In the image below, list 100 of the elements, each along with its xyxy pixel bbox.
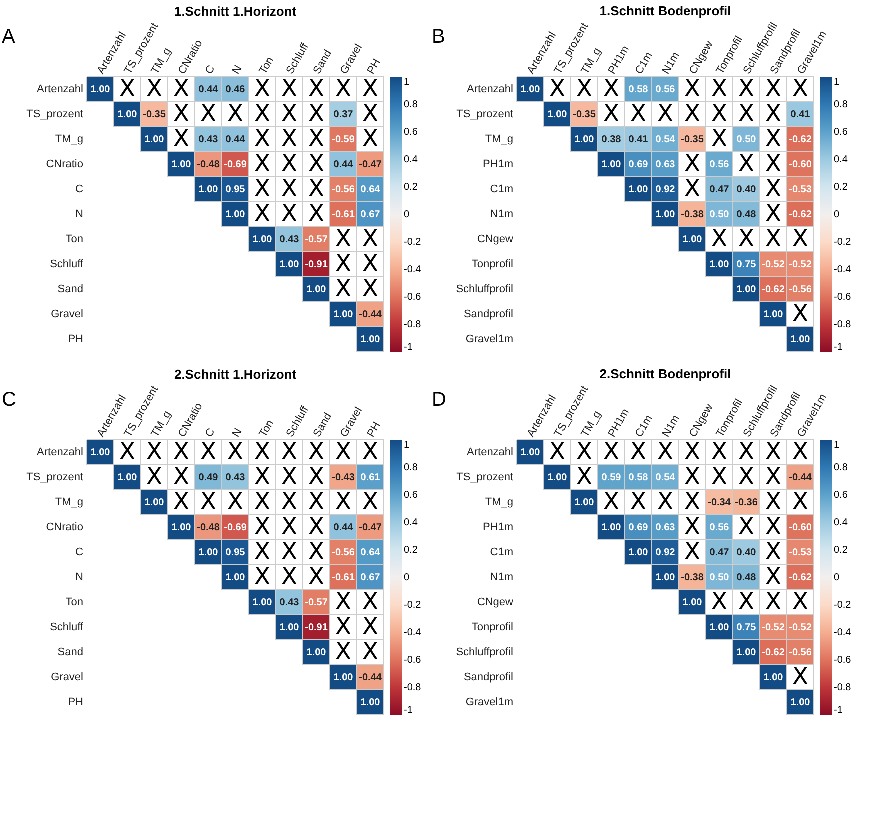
data-label: -0.43 — [332, 472, 356, 484]
text: X — [200, 100, 217, 128]
data-label: 0.49 — [198, 472, 219, 484]
data-label: 1.00 — [764, 672, 784, 684]
color-bar-label: 1 — [404, 440, 410, 451]
y-tick-label: PH — [68, 334, 84, 346]
text: X — [549, 438, 566, 466]
y-tick-label: N — [76, 208, 84, 220]
y-tick-label: Sandprofil — [464, 308, 514, 320]
data-label: 1.00 — [790, 698, 811, 708]
data-label: 0.75 — [736, 260, 757, 270]
text: X — [684, 74, 701, 102]
data-label: -0.47 — [359, 522, 382, 534]
data-label: 0.50 — [710, 210, 730, 220]
color-bar-label: 1 — [404, 77, 410, 88]
data-label: -0.53 — [789, 548, 812, 558]
color-bar-label: 0.4 — [404, 518, 418, 528]
text: X — [281, 438, 298, 466]
text: X — [335, 588, 352, 616]
text: X — [603, 488, 620, 516]
data-label: -0.62 — [789, 210, 812, 220]
color-bar-label: 0.4 — [834, 518, 848, 528]
data-label: 0.64 — [360, 184, 381, 196]
x-tick-label: C — [203, 64, 218, 76]
text: X — [630, 438, 647, 466]
color-bar-label: 0.2 — [404, 182, 418, 193]
data-label: 0.95 — [226, 548, 246, 558]
color-bar-label: -0.8 — [404, 682, 422, 694]
text: X — [792, 224, 809, 252]
data-label: 0.48 — [736, 210, 757, 220]
data-label: 1.00 — [520, 448, 541, 458]
data-label: 0.43 — [198, 134, 219, 146]
text: X — [765, 488, 782, 516]
color-bar-label: 0 — [834, 572, 840, 584]
chart-title: 1.Schnitt 1.Horizont — [174, 4, 298, 19]
data-label: 0.75 — [736, 622, 757, 634]
data-label: 0.67 — [360, 210, 381, 220]
text: X — [281, 562, 298, 590]
text: X — [765, 438, 782, 466]
text: X — [738, 438, 755, 466]
text: X — [549, 74, 566, 102]
text: X — [335, 488, 352, 516]
data-label: -0.62 — [789, 134, 812, 146]
data-label: -0.52 — [762, 622, 786, 634]
data-label: 1.00 — [656, 572, 676, 584]
y-tick-label: Schluffprofil — [456, 646, 514, 658]
data-label: 1.00 — [172, 522, 192, 534]
text: X — [335, 250, 352, 278]
text: X — [308, 200, 325, 228]
color-bar-label: 0.8 — [404, 462, 418, 474]
text: X — [146, 74, 163, 102]
data-label: -0.44 — [359, 310, 382, 320]
data-label: 0.67 — [360, 572, 381, 584]
text: X — [362, 124, 379, 152]
text: X — [254, 488, 271, 516]
color-bar-label: 1 — [834, 440, 840, 451]
text: X — [603, 100, 620, 128]
data-label: 0.64 — [360, 548, 381, 558]
color-bar-label: 0 — [404, 210, 410, 220]
x-tick-label: PH — [365, 420, 384, 440]
data-label: 1.00 — [602, 522, 622, 534]
data-label: 1.00 — [764, 310, 784, 320]
text: X — [146, 462, 163, 490]
data-label: 0.56 — [656, 84, 676, 96]
data-label: 1.00 — [548, 110, 568, 120]
data-label: -0.60 — [789, 160, 812, 170]
text: X — [173, 462, 190, 490]
text: X — [308, 562, 325, 590]
data-label: -0.35 — [681, 134, 704, 146]
text: X — [335, 612, 352, 640]
x-tick-label: N — [230, 64, 245, 76]
y-tick-label: TS_prozent — [26, 472, 84, 484]
text: X — [173, 74, 190, 102]
text: X — [308, 462, 325, 490]
data-label: 1.00 — [226, 210, 246, 220]
text: X — [281, 174, 298, 202]
y-tick-label: TM_g — [55, 134, 84, 146]
text: X — [711, 224, 728, 252]
text: X — [765, 200, 782, 228]
text: X — [173, 488, 190, 516]
data-label: 0.40 — [736, 184, 757, 196]
text: X — [362, 100, 379, 128]
color-bar-label: 0.6 — [834, 490, 848, 501]
y-tick-label: TS_prozent — [456, 108, 514, 120]
text: X — [227, 100, 244, 128]
color-bar-label: 0.4 — [834, 154, 848, 166]
text: X — [362, 224, 379, 252]
text: X — [576, 74, 593, 102]
data-label: 0.43 — [226, 472, 246, 484]
text: X — [792, 438, 809, 466]
text: X — [738, 74, 755, 102]
text: X — [254, 150, 271, 178]
data-label: 1.00 — [710, 622, 730, 634]
data-label: 0.54 — [656, 134, 676, 146]
data-label: 0.44 — [198, 84, 219, 96]
y-tick-label: CNratio — [46, 158, 84, 170]
text: X — [281, 124, 298, 152]
y-tick-label: Schluff — [50, 258, 84, 270]
data-label: -0.38 — [681, 572, 704, 584]
y-tick-label: Gravel — [51, 672, 84, 684]
